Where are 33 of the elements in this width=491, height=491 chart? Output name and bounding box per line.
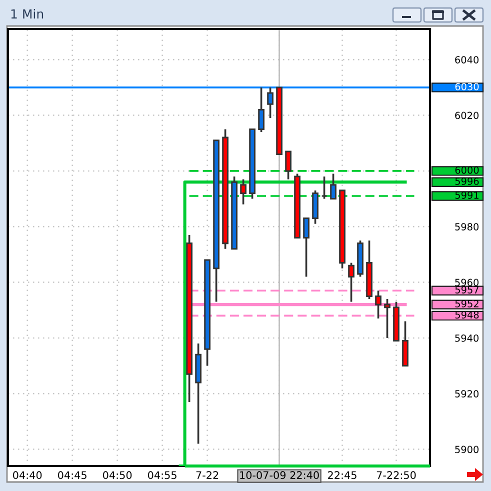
candlestick: [285, 150, 292, 180]
candlestick: [303, 217, 310, 278]
y-tick-label: 6020: [455, 112, 479, 120]
candlestick: [375, 290, 382, 320]
text: 5952: [455, 300, 478, 308]
candlestick: [330, 172, 336, 200]
y-tick-label: 5960: [455, 278, 479, 286]
y-tick-label: 5900: [455, 446, 479, 454]
x-tick-label: 7-22: [196, 471, 218, 479]
x-tick-label: 04:55: [148, 471, 176, 480]
text: 5996: [455, 178, 479, 185]
candlestick: [240, 178, 246, 206]
text: 5991: [455, 191, 478, 199]
y-tick-label: 5940: [455, 334, 479, 342]
candlestick: [348, 262, 354, 303]
chart-title: 1 Min: [11, 8, 44, 18]
x-tick-label: 04:45: [58, 471, 86, 480]
x-tick-label: 10-07-09 22:40: [240, 471, 319, 480]
x-tick-label: 7-22:50: [376, 471, 416, 480]
y-tick-label: 6040: [455, 56, 479, 64]
candlestick: [258, 86, 264, 133]
candlestick: [267, 86, 274, 119]
text: 5957: [455, 286, 479, 294]
y-tick-label: 5920: [455, 390, 479, 398]
x-tick-label: 04:40: [13, 471, 42, 480]
text: 6000: [455, 166, 479, 174]
text: 5948: [455, 311, 479, 319]
candlestick: [384, 298, 390, 339]
y-tick-label: 5980: [455, 223, 479, 230]
x-tick-label: 22:45: [328, 471, 356, 480]
candlestick: [321, 176, 328, 200]
ref-line-label: 6030: [455, 82, 479, 90]
x-tick-label: 04:50: [103, 471, 132, 480]
